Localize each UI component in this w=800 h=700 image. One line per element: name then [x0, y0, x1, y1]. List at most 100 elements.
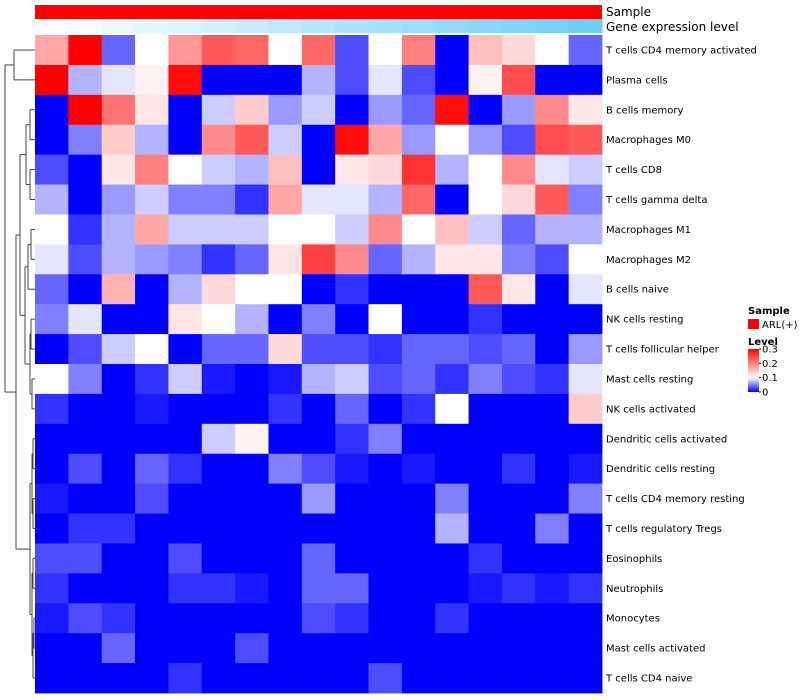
heatmap-cell — [368, 543, 403, 574]
heatmap-cell — [268, 274, 303, 305]
heatmap-cell — [168, 64, 203, 96]
heatmap-cell — [201, 543, 236, 574]
heatmap-cell — [301, 64, 336, 96]
heatmap-cell — [268, 423, 303, 455]
heatmap-cell — [135, 35, 169, 66]
heatmap-cell — [401, 633, 436, 664]
heatmap-cell — [568, 513, 603, 544]
heatmap-cell — [168, 453, 203, 485]
heatmap-cell — [301, 274, 336, 305]
heatmap-cell — [268, 364, 303, 395]
row-label: Dendritic cells activated — [606, 434, 727, 445]
heatmap-cell — [135, 633, 169, 664]
heatmap-cell — [435, 663, 469, 694]
heatmap-cell — [335, 543, 369, 574]
heatmap-cell — [535, 633, 570, 664]
heatmap-cell — [435, 364, 469, 395]
heatmap-cell — [268, 603, 303, 634]
heatmap-cell — [101, 483, 136, 514]
heatmap-cell — [35, 64, 69, 96]
heatmap-cell — [368, 663, 403, 694]
heatmap-cell — [201, 364, 236, 395]
heatmap-cell — [468, 453, 503, 485]
heatmap-cell — [501, 64, 536, 96]
heatmap-cell — [301, 94, 336, 126]
legend-tick-label: 0.2 — [762, 359, 778, 370]
heatmap-cell — [101, 633, 136, 664]
heatmap-cell — [135, 244, 169, 275]
heatmap-cell — [535, 393, 570, 425]
heatmap-cell — [68, 214, 103, 245]
heatmap-cell — [301, 35, 336, 66]
row-label: Mast cells resting — [606, 375, 693, 386]
heatmap-cell — [435, 453, 469, 485]
heatmap-cell — [368, 483, 403, 514]
heatmap-cell — [401, 483, 436, 514]
heatmap-cell — [135, 214, 169, 245]
heatmap-cell — [268, 64, 303, 96]
heatmap-cell — [535, 364, 570, 395]
heatmap-cell — [168, 124, 203, 156]
heatmap-cell — [68, 393, 103, 425]
heatmap-cell — [201, 244, 236, 275]
heatmap-cell — [568, 274, 603, 305]
heatmap-cell — [301, 603, 336, 634]
heatmap-cell — [335, 393, 369, 425]
row-label: T cells regulatory Tregs — [605, 524, 722, 535]
heatmap-cell — [68, 453, 103, 485]
heatmap-cell — [468, 513, 503, 544]
expression-annotation-cell — [301, 19, 336, 33]
heatmap-cell — [368, 124, 403, 156]
heatmap-cell — [335, 124, 369, 156]
heatmap-cell — [435, 633, 469, 664]
heatmap-cell — [201, 304, 236, 335]
row-label: T cells follicular helper — [605, 345, 720, 356]
heatmap-cell — [35, 94, 69, 126]
expression-annotation-cell — [201, 19, 236, 33]
heatmap-cell — [68, 423, 103, 455]
heatmap-cell — [35, 633, 69, 664]
heatmap-cell — [435, 603, 469, 634]
heatmap-cell — [135, 124, 169, 156]
heatmap-cell — [368, 453, 403, 485]
heatmap-cell — [168, 573, 203, 604]
heatmap-cell — [235, 573, 269, 604]
heatmap-cell — [35, 663, 69, 694]
heatmap-cell — [201, 633, 236, 664]
expression-annotation-cell — [535, 19, 570, 33]
heatmap-cell — [68, 483, 103, 514]
row-label: B cells memory — [606, 105, 683, 116]
heatmap-cell — [435, 393, 469, 425]
heatmap-cell — [501, 334, 536, 365]
heatmap-cell — [201, 393, 236, 425]
annotation-label-sample: Sample — [606, 5, 651, 19]
heatmap-cell — [35, 274, 69, 305]
heatmap-cell — [401, 453, 436, 485]
heatmap-cell — [368, 304, 403, 335]
heatmap-cell — [501, 423, 536, 455]
heatmap-cell — [468, 274, 503, 305]
row-label: B cells naive — [606, 285, 669, 296]
heatmap-cell — [35, 304, 69, 335]
heatmap-cell — [501, 35, 536, 66]
heatmap-cell — [235, 483, 269, 514]
heatmap-cell — [301, 633, 336, 664]
heatmap-cell — [101, 663, 136, 694]
heatmap-cell — [268, 633, 303, 664]
heatmap-cell — [401, 513, 436, 544]
heatmap-cell — [268, 573, 303, 604]
heatmap-cell — [68, 603, 103, 634]
heatmap-cell — [535, 304, 570, 335]
row-label: NK cells activated — [606, 404, 696, 415]
heatmap-cell — [35, 35, 69, 66]
heatmap-cells — [35, 35, 603, 694]
heatmap-cell — [68, 94, 103, 126]
heatmap-cell — [68, 633, 103, 664]
heatmap-cell — [535, 184, 570, 215]
heatmap-cell — [335, 573, 369, 604]
heatmap-cell — [101, 154, 136, 185]
heatmap-cell — [501, 274, 536, 305]
heatmap-cell — [468, 154, 503, 185]
heatmap-cell — [35, 184, 69, 215]
heatmap-cell — [568, 214, 603, 245]
